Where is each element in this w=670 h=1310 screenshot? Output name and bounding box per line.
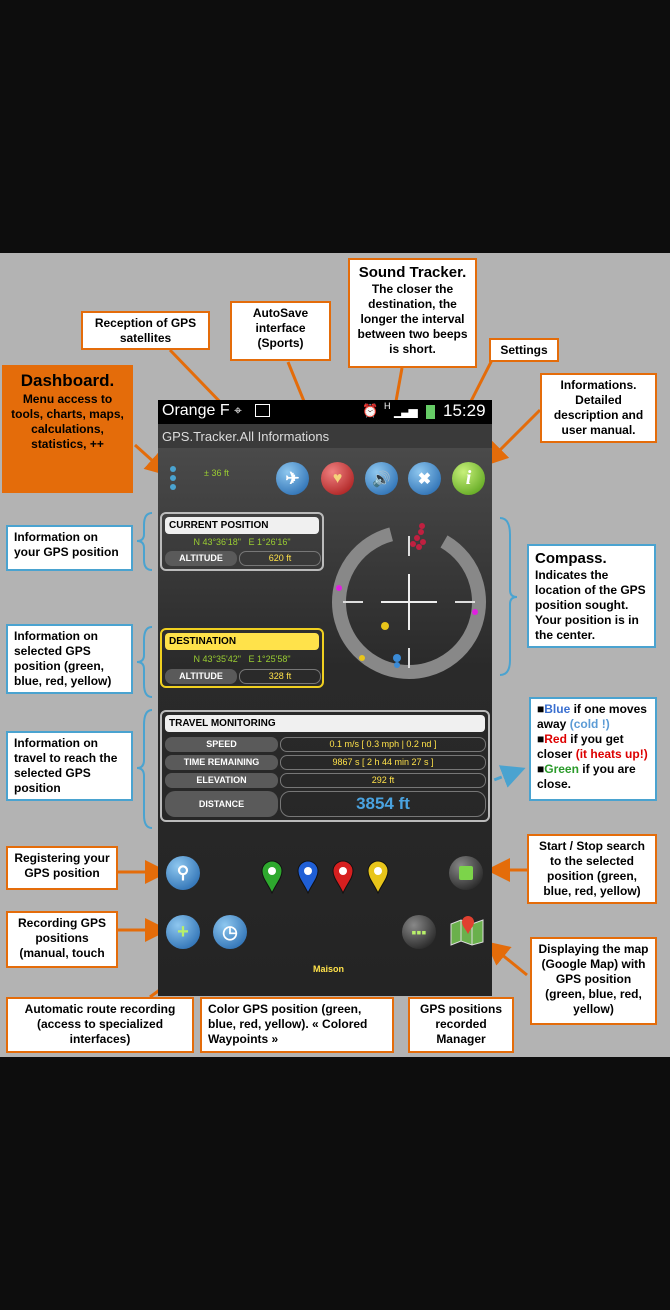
destination-section: DESTINATION N 43°35'42" E 1°25'58" ALTIT… <box>160 628 324 688</box>
dashboard-title: Dashboard. <box>20 371 115 390</box>
destination-title: DESTINATION <box>165 633 319 650</box>
speed-label: SPEED <box>165 737 278 752</box>
current-position-title: CURRENT POSITION <box>165 517 319 534</box>
travel-monitoring-title: TRAVEL MONITORING <box>165 715 485 732</box>
waypoint-blue-icon[interactable] <box>296 860 320 894</box>
current-coordinates: N 43°36'18" E 1°26'16" <box>162 537 322 547</box>
destination-lat: N 43°35'42" <box>193 654 241 664</box>
gps-accuracy: ± 36 ft <box>204 468 229 478</box>
informations-callout: Informations. Detailed description and u… <box>540 373 657 443</box>
auto-route-button[interactable]: ◷ <box>213 915 247 949</box>
current-lon: E 1°26'16" <box>248 537 291 547</box>
destination-coordinates: N 43°35'42" E 1°25'58" <box>162 654 322 664</box>
phone-screen: Orange F ⌖ ⏰ H ▁▃▅ 15:29 GPS.Tracker.All… <box>158 400 492 996</box>
map-icon <box>450 916 484 946</box>
time-remaining-value: 9867 s [ 2 h 44 min 27 s ] <box>280 755 486 770</box>
title-bar: GPS.Tracker.All Informations <box>158 424 492 448</box>
network-type-icon: H <box>384 401 391 411</box>
dashboard-menu-button[interactable] <box>170 466 178 490</box>
color-blue-note: (cold !) <box>569 717 610 731</box>
info-selected-callout: Information on selected GPS position (gr… <box>6 624 133 694</box>
map-button[interactable] <box>450 914 484 946</box>
gps-icon: ⌖ <box>234 402 242 418</box>
current-position-section: CURRENT POSITION N 43°36'18" E 1°26'16" … <box>160 512 324 571</box>
color-gps-callout: Color GPS position (green, blue, red, ye… <box>200 997 394 1053</box>
destination-lon: E 1°25'58" <box>248 654 291 664</box>
distance-value: 3854 ft <box>280 791 486 817</box>
recording-callout: Recording GPS positions (manual, touch <box>6 911 118 968</box>
displaying-map-callout: Displaying the map (Google Map) with GPS… <box>530 937 657 1025</box>
waypoint-name: Maison <box>313 964 345 974</box>
sound-tracker-title: Sound Tracker. <box>358 264 467 281</box>
color-red-text: if you get closer <box>537 732 624 761</box>
travel-monitoring-section: TRAVEL MONITORING SPEED 0.1 m/s [ 0.3 mp… <box>160 710 490 822</box>
waypoint-red-icon[interactable] <box>331 860 355 894</box>
waypoint-yellow-icon[interactable] <box>366 860 390 894</box>
register-position-button[interactable]: ⚲ <box>166 856 200 890</box>
record-positions-button[interactable]: + <box>166 915 200 949</box>
settings-tools-icon[interactable]: ✖ <box>408 462 441 495</box>
speed-value: 0.1 m/s [ 0.3 mph | 0.2 nd ] <box>280 737 486 752</box>
color-red-note: (it heats up!) <box>575 747 648 761</box>
dashboard-body: Menu access to tools, charts, maps, calc… <box>11 392 124 451</box>
satellite-icon[interactable]: ✈ <box>276 462 309 495</box>
current-altitude-label: ALTITUDE <box>165 551 237 566</box>
manager-callout: GPS positions recorded Manager <box>408 997 514 1053</box>
current-lat: N 43°36'18" <box>193 537 241 547</box>
signal-icon: ▁▃▅ <box>394 404 418 418</box>
auto-route-callout: Automatic route recording (access to spe… <box>6 997 194 1053</box>
settings-callout: Settings <box>489 338 559 362</box>
color-green-text: if you are close. <box>537 762 636 791</box>
destination-altitude-value: 328 ft <box>239 669 321 684</box>
compass-callout: Compass. Indicates the location of the G… <box>527 544 656 648</box>
status-bar: Orange F ⌖ ⏰ H ▁▃▅ 15:29 <box>158 400 492 424</box>
compass <box>332 523 486 679</box>
elevation-label: ELEVATION <box>165 773 278 788</box>
registering-callout: Registering your GPS position <box>6 846 118 890</box>
compass-title: Compass. <box>535 550 607 567</box>
start-stop-callout: Start / Stop search to the selected posi… <box>527 834 657 904</box>
autosave-callout: AutoSave interface (Sports) <box>230 301 331 361</box>
dashboard-callout: Dashboard. Menu access to tools, charts,… <box>2 365 133 493</box>
color-blue-text: if one moves away <box>537 702 647 731</box>
alarm-icon: ⏰ <box>362 403 379 418</box>
sound-tracker-callout: Sound Tracker. The closer the destinatio… <box>348 258 477 368</box>
compass-body: Indicates the location of the GPS positi… <box>535 568 646 642</box>
image-icon <box>255 404 270 417</box>
positions-manager-button[interactable]: ▪▪▪ <box>402 915 436 949</box>
sound-icon[interactable]: 🔊 <box>365 462 398 495</box>
info-travel-callout: Information on travel to reach the selec… <box>6 731 133 801</box>
color-green-word: Green <box>544 762 579 776</box>
distance-label: DISTANCE <box>165 791 278 817</box>
elevation-value: 292 ft <box>280 773 486 788</box>
destination-altitude-label: ALTITUDE <box>165 669 237 684</box>
current-altitude-value: 620 ft <box>239 551 321 566</box>
clock: 15:29 <box>443 401 486 420</box>
time-remaining-label: TIME REMAINING <box>165 755 278 770</box>
carrier-name: Orange F <box>162 402 230 419</box>
battery-icon <box>426 405 435 419</box>
color-red-word: Red <box>544 732 567 746</box>
heart-icon[interactable]: ♥ <box>321 462 354 495</box>
reception-callout: Reception of GPS satellites <box>81 311 210 350</box>
waypoint-green-icon[interactable] <box>260 860 284 894</box>
info-icon[interactable]: i <box>452 462 485 495</box>
color-blue-word: Blue <box>544 702 571 716</box>
start-stop-button[interactable] <box>449 856 483 890</box>
color-meaning-callout: ■Blue if one moves away (cold !) ■Red if… <box>529 697 657 801</box>
app-screen: ± 36 ft ✈ ♥ 🔊 ✖ i CURRENT POSITION N 43°… <box>158 448 492 996</box>
info-position-callout: Information on your GPS position <box>6 525 133 571</box>
app-title: GPS.Tracker.All Informations <box>162 429 330 444</box>
sound-tracker-body: The closer the destination, the longer t… <box>357 282 468 356</box>
